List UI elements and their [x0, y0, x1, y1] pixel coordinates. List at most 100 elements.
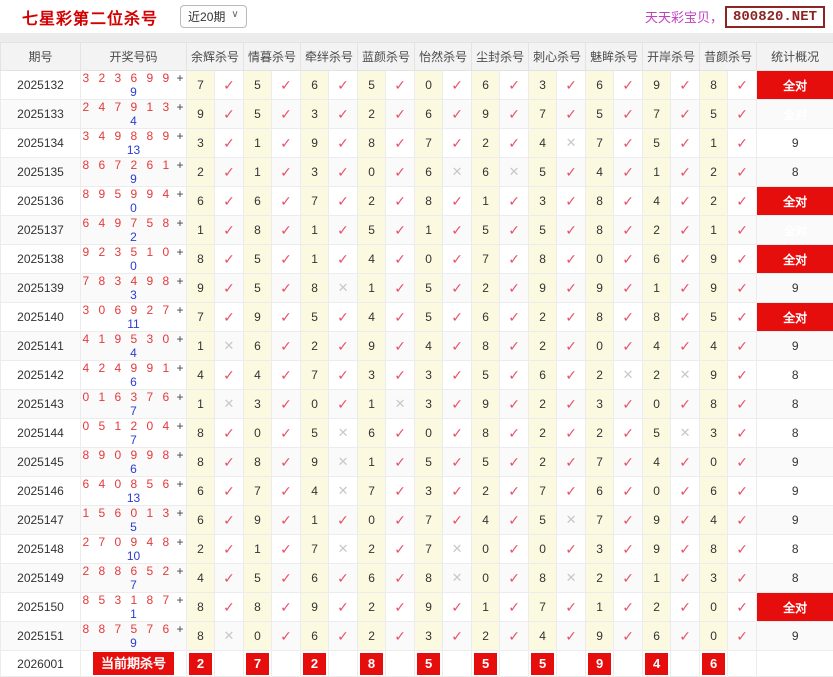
- check-icon: ✓: [500, 593, 529, 622]
- period-cell: 2025133: [1, 100, 81, 129]
- plus-sign: +: [173, 187, 183, 201]
- check-icon: ✓: [614, 448, 643, 477]
- kill-number-cell: 5: [415, 274, 443, 303]
- check-icon: ✓: [728, 332, 757, 361]
- winning-numbers-cell: 4 2 4 9 9 1 + 6: [81, 361, 187, 390]
- check-icon: ✓: [386, 477, 415, 506]
- stat-cell: 全对: [757, 593, 833, 622]
- cross-icon: ✕: [500, 158, 529, 187]
- col-header-expert-6: 尘封杀号: [472, 43, 529, 71]
- period-cell: 2025144: [1, 419, 81, 448]
- kill-number-cell: 2: [700, 187, 728, 216]
- check-icon: ✓: [215, 216, 244, 245]
- kill-number-cell: 2: [586, 361, 614, 390]
- site-url-badge[interactable]: 800820.NET: [725, 6, 825, 28]
- empty-mark-cell: [386, 651, 415, 677]
- winning-numbers-cell: 0 1 6 3 7 6 + 7: [81, 390, 187, 419]
- kill-number-cell: 4: [643, 332, 671, 361]
- kill-number-cell: 2: [472, 274, 500, 303]
- period-cell: 2025151: [1, 622, 81, 651]
- kill-number-cell: 2: [358, 535, 386, 564]
- range-select[interactable]: 近20期 ∨: [180, 5, 247, 28]
- check-icon: ✓: [614, 71, 643, 100]
- check-icon: ✓: [614, 622, 643, 651]
- current-kill-label: 当前期杀号: [93, 652, 174, 675]
- period-cell: 2025140: [1, 303, 81, 332]
- top-bar: 七星彩第二位杀号 近20期 ∨ 天天彩宝贝， 800820.NET: [0, 0, 833, 33]
- kill-number-cell: 3: [586, 390, 614, 419]
- main-digits: 2 4 7 9 1 3: [82, 100, 172, 114]
- kill-number-cell: 1: [244, 129, 272, 158]
- kill-number-cell: 2: [700, 158, 728, 187]
- kill-number-cell: 4: [244, 361, 272, 390]
- check-icon: ✓: [671, 622, 700, 651]
- period-cell: 2025141: [1, 332, 81, 361]
- kill-number-cell: 3: [415, 477, 443, 506]
- kill-number-cell: 1: [586, 593, 614, 622]
- kill-number-cell: 7: [472, 245, 500, 274]
- check-icon: ✓: [614, 158, 643, 187]
- kill-number-cell: 7: [301, 361, 329, 390]
- check-icon: ✓: [386, 100, 415, 129]
- kill-number-cell: 8: [700, 535, 728, 564]
- winning-numbers-cell: 1 5 6 0 1 3 + 5: [81, 506, 187, 535]
- kill-number-cell: 5: [301, 419, 329, 448]
- divider: [0, 33, 833, 42]
- kill-number-cell: 1: [187, 216, 215, 245]
- kill-number-cell: 9: [301, 448, 329, 477]
- check-icon: ✓: [272, 593, 301, 622]
- kill-number-cell: 1: [187, 390, 215, 419]
- kill-number-cell: 1: [415, 216, 443, 245]
- cross-icon: ✕: [329, 535, 358, 564]
- plus-sign: +: [173, 448, 183, 462]
- check-icon: ✓: [386, 448, 415, 477]
- check-icon: ✓: [443, 187, 472, 216]
- kill-number-cell: 5: [529, 158, 557, 187]
- col-header-expert-5: 怡然杀号: [415, 43, 472, 71]
- check-icon: ✓: [728, 187, 757, 216]
- kill-number-cell: 7: [529, 100, 557, 129]
- main-digits: 4 1 9 5 3 0: [82, 332, 172, 346]
- kill-number-cell: 8: [529, 245, 557, 274]
- period-cell: 2025146: [1, 477, 81, 506]
- bonus-digit: 9: [130, 172, 137, 186]
- main-digits: 8 5 3 1 8 7: [82, 593, 172, 607]
- check-icon: ✓: [329, 71, 358, 100]
- period-cell: 2025135: [1, 158, 81, 187]
- kill-number-cell: 3: [700, 419, 728, 448]
- check-icon: ✓: [386, 71, 415, 100]
- winning-numbers-cell: 6 4 0 8 5 6 + 13: [81, 477, 187, 506]
- kill-number-cell: 6: [301, 622, 329, 651]
- current-kill-number: 7: [246, 653, 269, 675]
- kill-number-cell: 0: [415, 71, 443, 100]
- cross-icon: ✕: [443, 158, 472, 187]
- kill-number-cell: 1: [301, 245, 329, 274]
- site-name: 天天彩宝贝，: [645, 7, 723, 26]
- kill-number-cell: 8: [358, 129, 386, 158]
- winning-numbers-cell: 0 5 1 2 0 4 + 7: [81, 419, 187, 448]
- kill-number-cell: 1: [301, 506, 329, 535]
- kill-number-cell: 7: [586, 506, 614, 535]
- bonus-digit: 11: [127, 317, 139, 331]
- bonus-digit: 2: [130, 230, 137, 244]
- kill-number-cell: 0: [244, 419, 272, 448]
- cross-icon: ✕: [329, 477, 358, 506]
- kill-number-cell: 1: [358, 448, 386, 477]
- main-digits: 2 7 0 9 4 8: [82, 535, 172, 549]
- current-kill-number: 9: [588, 653, 611, 675]
- kill-number-cell: 7: [358, 477, 386, 506]
- check-icon: ✓: [557, 274, 586, 303]
- stat-cell: 8: [757, 361, 833, 390]
- kill-number-cell: 6: [187, 187, 215, 216]
- check-icon: ✓: [329, 303, 358, 332]
